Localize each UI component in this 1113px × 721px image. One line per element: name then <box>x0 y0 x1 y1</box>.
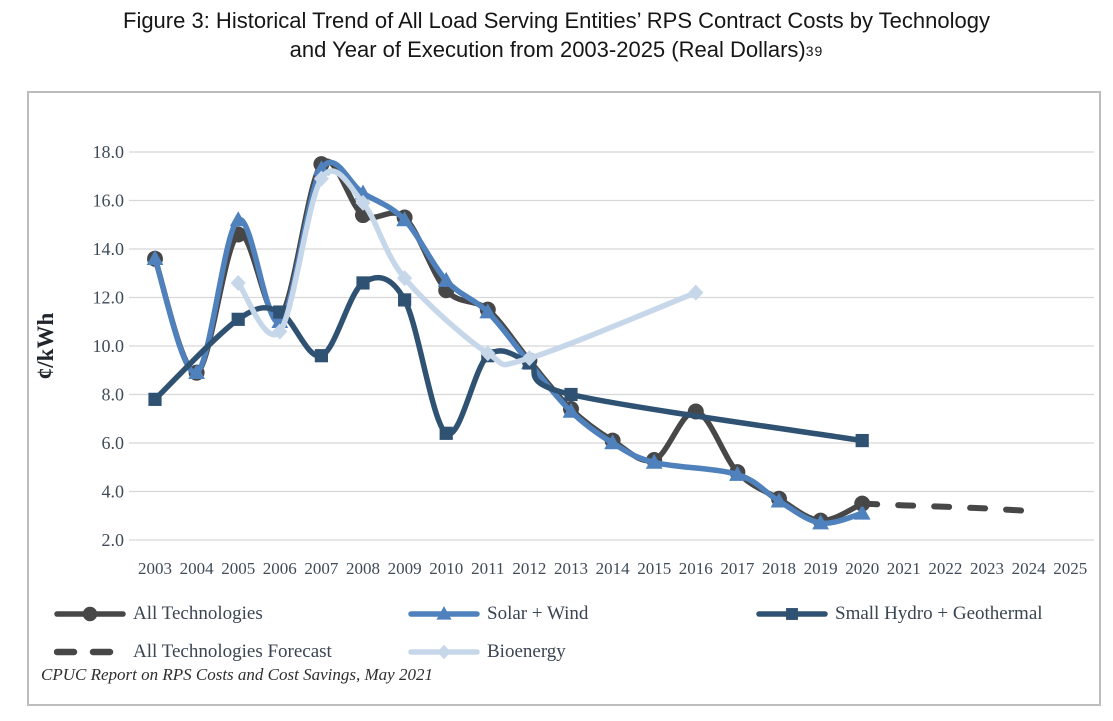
svg-text:2012: 2012 <box>512 559 546 578</box>
svg-text:12.0: 12.0 <box>93 288 125 308</box>
legend-label: Solar + Wind <box>487 603 589 624</box>
svg-text:2017: 2017 <box>720 559 755 578</box>
svg-text:2005: 2005 <box>221 559 255 578</box>
gridlines <box>129 151 1094 541</box>
svg-text:2018: 2018 <box>762 559 796 578</box>
legend-row-2: All Technologies Forecast Bioenergy <box>29 639 1099 665</box>
series-all-technologies <box>147 156 871 529</box>
svg-text:2019: 2019 <box>804 559 838 578</box>
svg-text:2022: 2022 <box>928 559 962 578</box>
svg-text:2015: 2015 <box>637 559 671 578</box>
dashed-line-icon <box>54 648 126 656</box>
legend-item-bioenergy: Bioenergy <box>408 639 566 665</box>
source-note: CPUC Report on RPS Costs and Cost Saving… <box>41 665 433 684</box>
svg-text:16.0: 16.0 <box>93 191 125 211</box>
square-line-icon <box>756 608 828 620</box>
svg-text:10.0: 10.0 <box>93 336 125 356</box>
x-axis-ticks: 2003 2004 2005 2006 2007 2008 2009 2010 2011 2012… <box>138 559 1087 578</box>
svg-text:2007: 2007 <box>304 559 339 578</box>
svg-text:2020: 2020 <box>845 559 879 578</box>
svg-text:2008: 2008 <box>346 559 380 578</box>
svg-text:14.0: 14.0 <box>93 239 125 259</box>
series-bioenergy <box>230 168 704 368</box>
legend-row-1: All Technologies Solar + Wind Small Hydro … <box>29 601 1099 627</box>
svg-text:2024: 2024 <box>1012 559 1047 578</box>
series-all-technologies-forecast <box>859 500 1032 514</box>
chart-box: 18.0 16.0 14.0 12.0 10.0 8.0 6.0 4.0 2.0 2003 2004… <box>27 91 1101 706</box>
legend-label: All Technologies <box>133 603 263 624</box>
svg-text:2025: 2025 <box>1053 559 1087 578</box>
legend-label: Bioenergy <box>487 641 566 662</box>
legend-item-small-hydro-geothermal: Small Hydro + Geothermal <box>756 601 1043 627</box>
legend-label: Small Hydro + Geothermal <box>835 603 1043 624</box>
figure-title-line1: Figure 3: Historical Trend of All Load S… <box>123 8 990 33</box>
svg-text:2021: 2021 <box>887 559 921 578</box>
series-solar-wind <box>146 159 871 530</box>
svg-text:4.0: 4.0 <box>102 482 125 502</box>
svg-text:2006: 2006 <box>263 559 297 578</box>
svg-text:2003: 2003 <box>138 559 172 578</box>
legend-item-all-technologies-forecast: All Technologies Forecast <box>54 639 332 665</box>
series-small-hydro-geothermal <box>148 274 869 448</box>
svg-text:2023: 2023 <box>970 559 1004 578</box>
svg-text:2016: 2016 <box>679 559 713 578</box>
y-axis-title: ¢/kWh <box>33 313 58 380</box>
title-footnote: 39 <box>805 43 824 59</box>
legend-item-solar-wind: Solar + Wind <box>408 601 588 627</box>
legend-item-all-technologies: All Technologies <box>54 601 263 627</box>
figure-title-line2: and Year of Execution from 2003-2025 (Re… <box>289 37 824 62</box>
svg-text:8.0: 8.0 <box>102 385 125 405</box>
svg-text:2014: 2014 <box>596 559 631 578</box>
svg-text:2.0: 2.0 <box>102 530 125 550</box>
triangle-line-icon <box>408 606 480 620</box>
svg-text:6.0: 6.0 <box>102 433 125 453</box>
svg-text:2013: 2013 <box>554 559 588 578</box>
svg-text:2009: 2009 <box>388 559 422 578</box>
plot-svg: 18.0 16.0 14.0 12.0 10.0 8.0 6.0 4.0 2.0 2003 2004… <box>33 142 1094 578</box>
diamond-line-icon <box>408 644 480 660</box>
circle-line-icon <box>54 606 126 622</box>
svg-text:2004: 2004 <box>180 559 215 578</box>
y-axis-ticks: 18.0 16.0 14.0 12.0 10.0 8.0 6.0 4.0 2.0 <box>93 142 125 550</box>
svg-text:2010: 2010 <box>429 559 463 578</box>
figure-title: Figure 3: Historical Trend of All Load S… <box>0 6 1113 67</box>
legend-label: All Technologies Forecast <box>133 641 332 662</box>
svg-text:18.0: 18.0 <box>93 142 125 162</box>
svg-text:2011: 2011 <box>471 559 504 578</box>
